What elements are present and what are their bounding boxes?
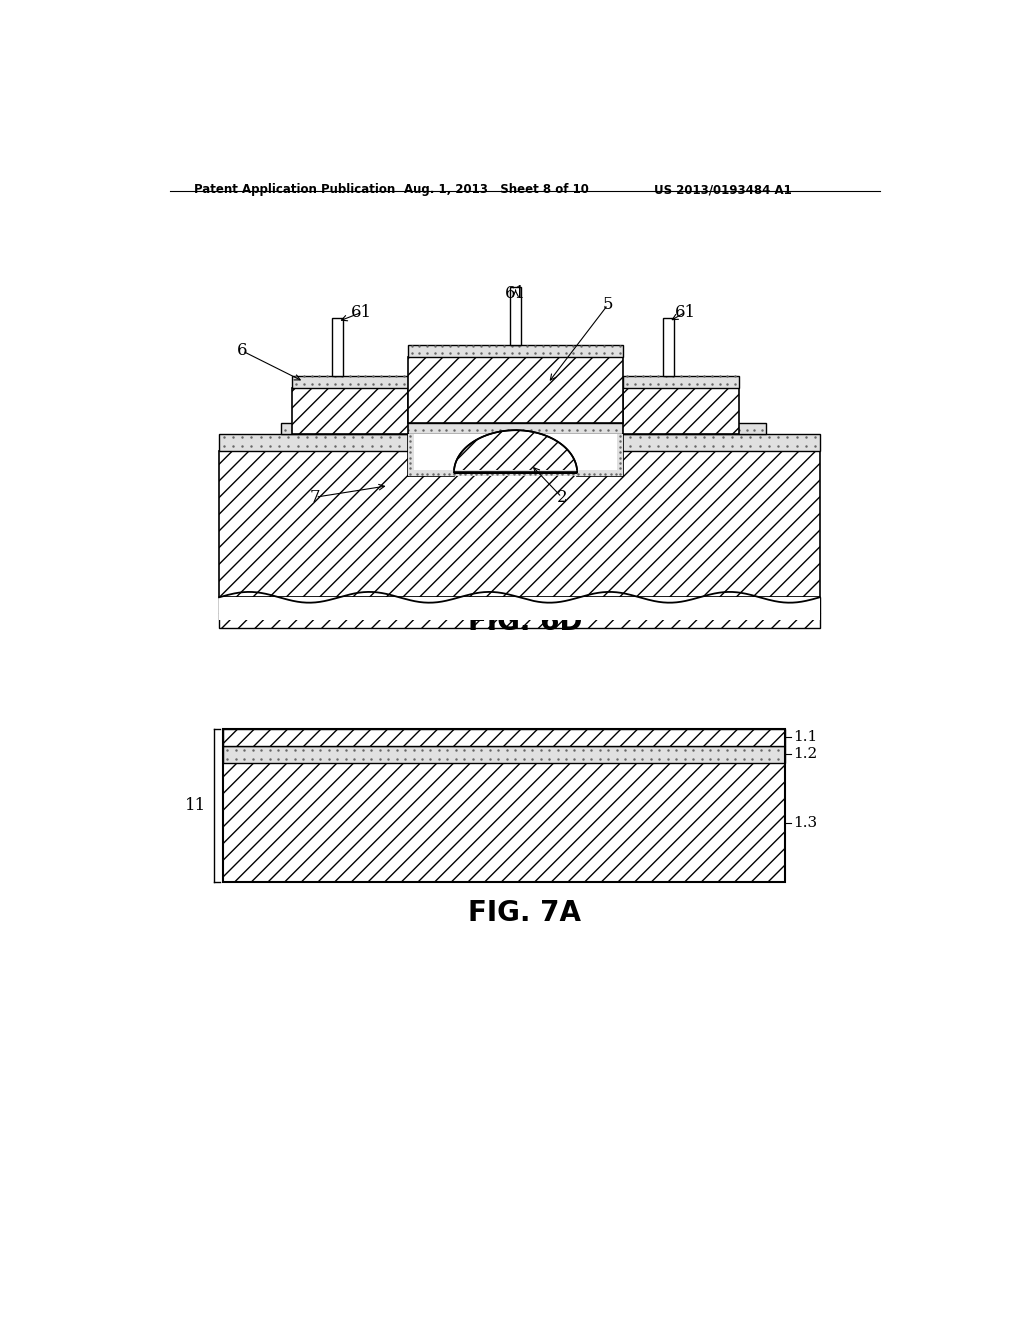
- Text: 6: 6: [237, 342, 248, 359]
- Bar: [223, 729, 785, 882]
- Text: 61: 61: [505, 285, 526, 302]
- Bar: [408, 356, 624, 422]
- Text: Aug. 1, 2013   Sheet 8 of 10: Aug. 1, 2013 Sheet 8 of 10: [403, 183, 589, 197]
- Bar: [333, 318, 343, 376]
- Text: 61: 61: [675, 304, 695, 321]
- Text: FIG. 7A: FIG. 7A: [468, 899, 582, 927]
- Bar: [408, 345, 624, 358]
- Text: Patent Application Publication: Patent Application Publication: [195, 183, 395, 197]
- Text: 2: 2: [556, 488, 567, 506]
- Bar: [219, 451, 819, 598]
- Text: 1.2: 1.2: [793, 747, 817, 762]
- Bar: [617, 434, 624, 477]
- Bar: [408, 434, 624, 477]
- Bar: [624, 388, 739, 434]
- Bar: [664, 318, 674, 376]
- Text: FIG. 6D: FIG. 6D: [468, 609, 582, 636]
- Bar: [624, 376, 739, 388]
- Text: US 2013/0193484 A1: US 2013/0193484 A1: [654, 183, 792, 197]
- Text: 11: 11: [185, 797, 207, 814]
- Bar: [281, 422, 766, 434]
- Text: 1.1: 1.1: [793, 730, 817, 744]
- Bar: [408, 434, 414, 477]
- Bar: [510, 286, 521, 345]
- Bar: [219, 434, 819, 451]
- Bar: [223, 763, 785, 882]
- Bar: [414, 470, 617, 477]
- Text: 61: 61: [351, 304, 372, 321]
- Bar: [223, 746, 785, 763]
- Text: 5: 5: [603, 296, 613, 313]
- Bar: [219, 612, 819, 628]
- Text: 7: 7: [310, 488, 321, 506]
- Bar: [223, 729, 785, 746]
- Polygon shape: [454, 430, 578, 473]
- Bar: [292, 388, 408, 434]
- Text: 1.3: 1.3: [793, 816, 817, 829]
- Bar: [219, 597, 819, 620]
- Bar: [219, 597, 819, 612]
- Bar: [292, 376, 408, 388]
